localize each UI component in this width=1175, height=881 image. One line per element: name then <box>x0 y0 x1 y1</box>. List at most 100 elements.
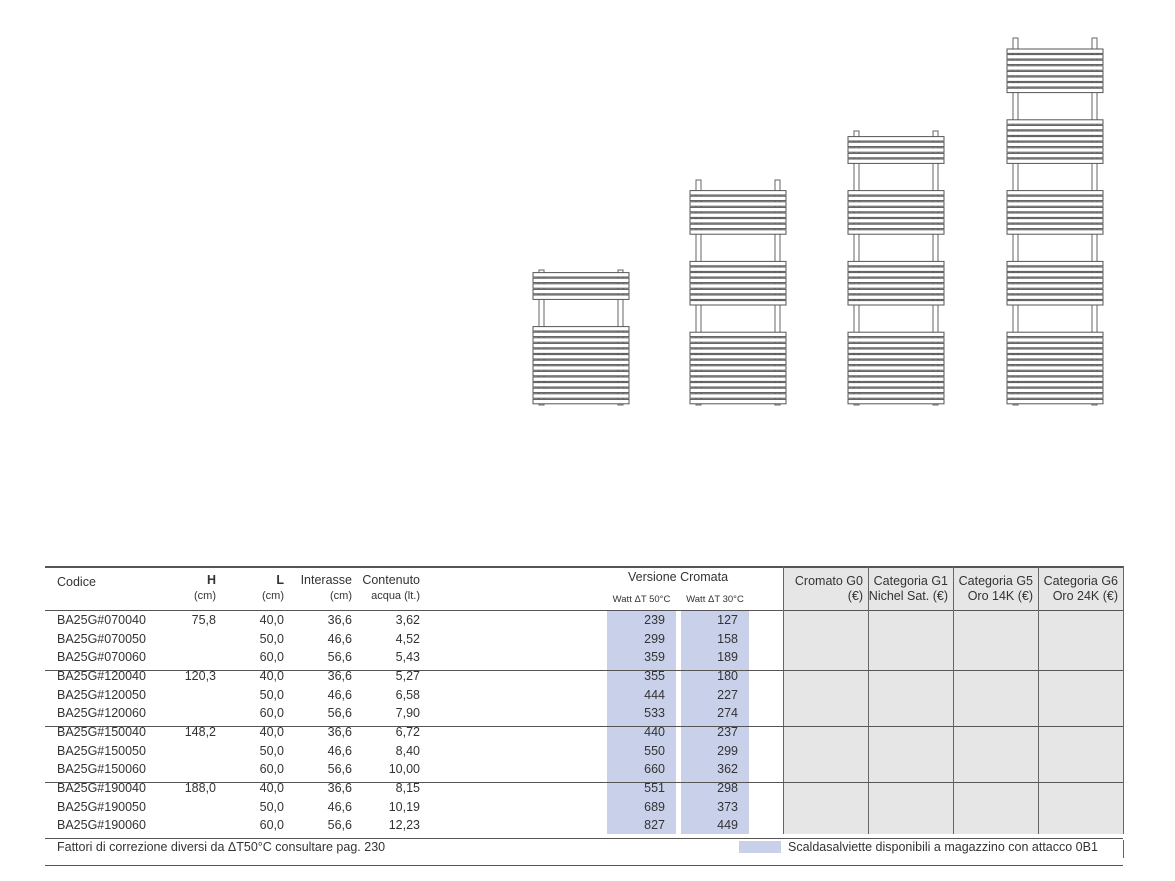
cell-w30: 189 <box>717 650 738 665</box>
cell-codice: BA25G#070050 <box>57 631 146 646</box>
price-divider <box>868 566 869 834</box>
header-contenuto-unit: acqua (lt.) <box>371 590 420 602</box>
towel-radiator-4 <box>1006 37 1104 406</box>
towel-radiator-2 <box>689 179 787 406</box>
cell-h: 188,0 <box>184 781 216 796</box>
cell-w30: 158 <box>717 631 738 646</box>
price-divider <box>1038 566 1039 834</box>
header-watt50: Watt ΔT 50°C <box>612 594 671 605</box>
cell-l: 60,0 <box>259 706 284 721</box>
cell-w50: 827 <box>644 818 665 833</box>
footer-divider <box>1123 840 1124 858</box>
cell-w50: 440 <box>644 725 665 740</box>
cell-w30: 298 <box>717 781 738 796</box>
cell-interasse: 46,6 <box>327 687 352 702</box>
cell-w30: 373 <box>717 799 738 814</box>
cell-codice: BA25G#190040 <box>57 781 146 796</box>
cell-l: 50,0 <box>259 687 284 702</box>
cell-contenuto: 8,40 <box>395 743 420 758</box>
cell-interasse: 56,6 <box>327 762 352 777</box>
table-bottom-rule <box>45 865 1123 866</box>
cell-l: 40,0 <box>259 781 284 796</box>
cell-codice: BA25G#150060 <box>57 762 146 777</box>
cell-w50: 689 <box>644 799 665 814</box>
header-watt30: Watt ΔT 30°C <box>686 594 744 605</box>
cell-w50: 660 <box>644 762 665 777</box>
towel-radiator-1 <box>532 269 630 406</box>
legend-swatch <box>739 841 781 853</box>
header-g0-unit: (€) <box>847 589 863 603</box>
footer-note: Fattori di correzione diversi da ΔT50°C … <box>57 840 386 854</box>
cell-w50: 551 <box>644 781 665 796</box>
cell-contenuto: 7,90 <box>395 706 420 721</box>
cell-contenuto: 10,19 <box>388 799 420 814</box>
group-rule <box>45 726 1123 728</box>
cell-interasse: 46,6 <box>327 799 352 814</box>
cell-w50: 550 <box>644 743 665 758</box>
cell-h: 75,8 <box>191 613 216 627</box>
cell-l: 60,0 <box>259 818 284 833</box>
towel-radiator-drawings <box>532 37 1104 406</box>
cell-w50: 444 <box>644 687 665 702</box>
cell-l: 40,0 <box>259 725 284 740</box>
header-g1: Categoria G1 <box>873 574 948 588</box>
cell-w50: 533 <box>644 706 665 721</box>
cell-codice: BA25G#190060 <box>57 818 146 833</box>
cell-w50: 355 <box>644 669 665 683</box>
cell-l: 40,0 <box>259 669 284 683</box>
cell-codice: BA25G#120050 <box>57 687 146 702</box>
header-codice: Codice <box>57 575 96 589</box>
group-rule <box>45 838 1123 840</box>
group-rule <box>45 782 1123 784</box>
header-g1-unit: Nichel Sat. (€) <box>868 589 948 603</box>
cell-codice: BA25G#150040 <box>57 725 146 740</box>
cell-codice: BA25G#070060 <box>57 650 146 665</box>
footer-legend: Scaldasalviette disponibili a magazzino … <box>788 840 1098 854</box>
cell-codice: BA25G#070040 <box>57 613 146 627</box>
cell-w50: 299 <box>644 631 665 646</box>
header-g5-unit: Oro 14K (€) <box>967 589 1033 603</box>
towel-radiator-3 <box>847 130 945 406</box>
cell-h: 148,2 <box>184 725 216 740</box>
header-h: H <box>206 573 216 587</box>
cell-codice: BA25G#150050 <box>57 743 146 758</box>
header-interasse: Interasse <box>300 573 352 587</box>
price-divider <box>1123 566 1124 834</box>
cell-w30: 180 <box>717 669 738 683</box>
header-g5: Categoria G5 <box>958 574 1033 588</box>
header-versione-cromata: Versione Cromata <box>627 570 729 584</box>
cell-contenuto: 10,00 <box>388 762 420 777</box>
cell-w50: 359 <box>644 650 665 665</box>
cell-interasse: 36,6 <box>327 669 352 683</box>
cell-w30: 127 <box>717 613 738 627</box>
header-interasse-unit: (cm) <box>330 590 352 602</box>
cell-codice: BA25G#120060 <box>57 706 146 721</box>
cell-w30: 227 <box>717 687 738 702</box>
watt50-highlight <box>607 611 676 834</box>
watt30-highlight <box>681 611 749 834</box>
cell-w30: 449 <box>717 818 738 833</box>
cell-interasse: 36,6 <box>327 781 352 796</box>
cell-interasse: 46,6 <box>327 631 352 646</box>
price-divider <box>783 566 784 834</box>
cell-l: 50,0 <box>259 799 284 814</box>
cell-l: 50,0 <box>259 631 284 646</box>
cell-codice: BA25G#190050 <box>57 799 146 814</box>
cell-contenuto: 12,23 <box>388 818 420 833</box>
header-rule <box>45 610 1123 611</box>
cell-contenuto: 4,52 <box>395 631 420 646</box>
cell-l: 60,0 <box>259 650 284 665</box>
header-h-unit: (cm) <box>194 590 216 602</box>
cell-contenuto: 5,27 <box>395 669 420 683</box>
cell-interasse: 56,6 <box>327 650 352 665</box>
cell-contenuto: 6,72 <box>395 725 420 740</box>
price-divider <box>953 566 954 834</box>
cell-interasse: 36,6 <box>327 725 352 740</box>
cell-interasse: 36,6 <box>327 613 352 627</box>
cell-l: 60,0 <box>259 762 284 777</box>
header-g0: Cromato G0 <box>794 574 863 588</box>
cell-w30: 237 <box>717 725 738 740</box>
cell-l: 50,0 <box>259 743 284 758</box>
header-g6: Categoria G6 <box>1043 574 1118 588</box>
